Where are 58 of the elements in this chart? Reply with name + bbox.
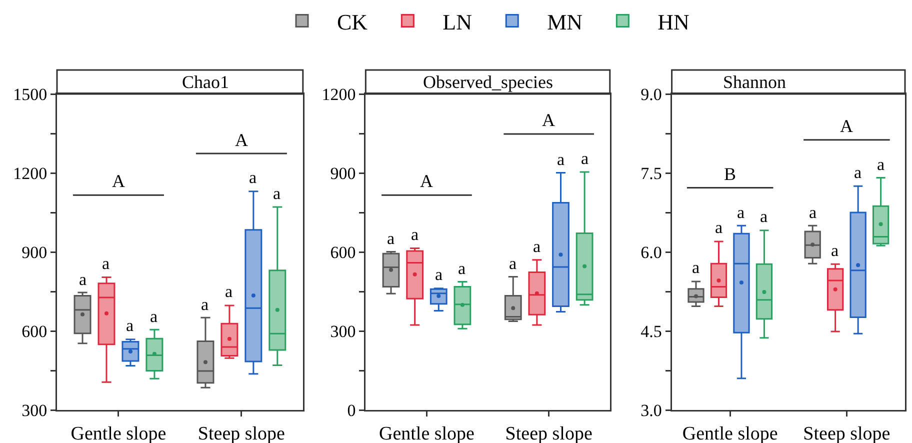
text: a (150, 307, 158, 326)
y-tick-label: 9.0 (640, 84, 662, 104)
text: a (102, 254, 110, 273)
y-tick-label: 900 (330, 164, 356, 183)
annotation: B (724, 164, 736, 184)
x-tick-label: Steep slope (803, 423, 890, 443)
x-tick-label: Steep slope (198, 423, 285, 443)
text: a (435, 265, 443, 284)
text: a (581, 149, 589, 168)
annotation: A (420, 171, 433, 191)
y-tick-label: 3.0 (640, 400, 662, 420)
y-tick-label: 600 (22, 322, 48, 341)
y-tick-label: 7.5 (640, 164, 662, 183)
y-tick-label: 300 (22, 400, 48, 420)
text: a (737, 203, 745, 222)
y-tick-label: 300 (330, 322, 356, 341)
y-tick-label: 0 (347, 400, 356, 420)
chart-title: Observed_species (423, 72, 553, 92)
y-tick-label: 900 (22, 242, 48, 262)
text: a (692, 258, 700, 277)
legend-label: HN (658, 9, 690, 34)
text: a (854, 163, 862, 182)
text: a (509, 254, 517, 273)
text: a (387, 229, 395, 248)
text: a (533, 237, 541, 256)
text: a (458, 259, 466, 278)
text: a (79, 270, 87, 289)
legend-label: LN (442, 9, 472, 34)
x-tick-label: Gentle slope (70, 423, 166, 443)
text: a (760, 207, 768, 226)
chart-title: Chao1 (182, 72, 229, 92)
annotation: A (840, 116, 853, 136)
x-tick-label: Gentle slope (378, 423, 474, 443)
x-tick-label: Steep slope (505, 423, 592, 443)
x-tick-label: Gentle slope (682, 423, 778, 443)
text: a (249, 168, 257, 187)
text: a (557, 150, 565, 169)
annotation: A (235, 130, 248, 150)
chart-title: Shannon (723, 72, 786, 92)
legend-label: MN (547, 9, 583, 34)
annotation: A (112, 171, 125, 191)
text: a (225, 282, 233, 301)
annotation: A (542, 110, 555, 130)
text: a (809, 203, 817, 222)
text: a (411, 225, 419, 244)
y-tick-label: 1200 (322, 84, 356, 104)
text: a (715, 218, 723, 237)
text: a (126, 316, 134, 335)
y-tick-label: 1200 (13, 164, 48, 183)
text: a (273, 184, 281, 203)
y-tick-label: 4.5 (640, 322, 662, 341)
text: a (831, 241, 839, 260)
text: a (201, 295, 209, 314)
y-tick-label: 600 (330, 242, 356, 262)
legend-label: CK (337, 9, 368, 34)
y-tick-label: 6.0 (640, 242, 662, 262)
y-tick-label: 1500 (13, 84, 48, 104)
text: a (877, 155, 885, 174)
